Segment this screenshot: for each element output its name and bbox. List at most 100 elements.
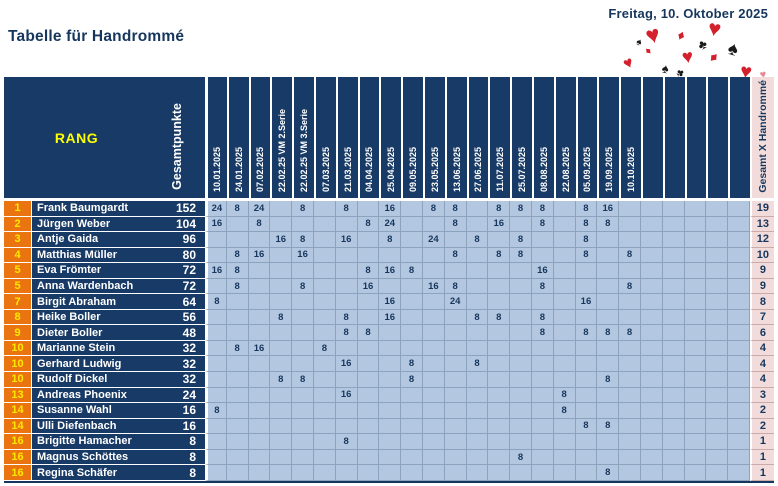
score-cell: 8 bbox=[531, 325, 554, 341]
score-cell bbox=[488, 263, 511, 279]
player-name-cell: Gerhard Ludwig bbox=[32, 356, 149, 373]
score-cell bbox=[597, 278, 620, 295]
score-cell bbox=[270, 263, 293, 279]
score-cell bbox=[357, 201, 380, 217]
score-cell bbox=[662, 201, 685, 217]
player-name-cell: Eva Frömter bbox=[32, 263, 149, 279]
score-cell: 8 bbox=[270, 309, 293, 326]
score-cell bbox=[597, 263, 620, 279]
score-cell bbox=[379, 356, 402, 373]
score-cell bbox=[488, 403, 511, 419]
score-cell bbox=[379, 403, 402, 419]
score-cell bbox=[313, 356, 336, 373]
score-cell bbox=[575, 465, 598, 481]
score-cell bbox=[684, 403, 707, 419]
score-cell bbox=[444, 418, 467, 435]
score-cell bbox=[662, 309, 685, 326]
score-cell bbox=[401, 387, 423, 404]
score-cell bbox=[662, 340, 685, 357]
score-cell bbox=[226, 294, 249, 310]
score-cell: 8 bbox=[292, 372, 314, 388]
score-cell bbox=[226, 372, 249, 388]
score-cell bbox=[488, 449, 511, 466]
score-cell bbox=[662, 356, 685, 373]
score-cell bbox=[662, 418, 685, 435]
score-cell bbox=[422, 263, 445, 279]
score-cell bbox=[226, 309, 249, 326]
date-column-label: 11.07.2025 bbox=[495, 147, 506, 192]
total-points-cell: 32 bbox=[149, 356, 205, 373]
score-cell bbox=[401, 232, 423, 248]
score-cell bbox=[292, 434, 314, 450]
score-cell bbox=[662, 372, 685, 388]
score-cell bbox=[640, 278, 663, 295]
rank-cell: 10 bbox=[4, 340, 32, 357]
score-cell: 8 bbox=[510, 201, 532, 217]
total-points-cell: 24 bbox=[149, 387, 205, 404]
score-cell bbox=[248, 418, 271, 435]
score-cell bbox=[401, 309, 423, 326]
date-column-label: 10.10.2025 bbox=[626, 146, 637, 192]
score-cell bbox=[706, 449, 729, 466]
score-cell: 8 bbox=[292, 278, 314, 295]
score-cell bbox=[313, 434, 336, 450]
score-cell bbox=[444, 449, 467, 466]
score-cell: 8 bbox=[292, 201, 314, 217]
score-cell bbox=[531, 465, 554, 481]
score-cell: 8 bbox=[597, 372, 620, 388]
score-cell bbox=[226, 434, 249, 450]
score-cell bbox=[357, 356, 380, 373]
score-cell bbox=[357, 247, 380, 264]
rank-cell: 1 bbox=[4, 201, 32, 217]
score-cell: 16 bbox=[270, 232, 293, 248]
player-name-cell: Matthias Müller bbox=[32, 247, 149, 264]
handromme-total-cell: 13 bbox=[749, 216, 774, 233]
date-column-header bbox=[706, 77, 729, 201]
score-cell: 16 bbox=[357, 278, 380, 295]
score-cell: 24 bbox=[379, 216, 402, 233]
score-cell bbox=[357, 403, 380, 419]
rank-cell: 9 bbox=[4, 325, 32, 341]
score-cell: 8 bbox=[510, 232, 532, 248]
score-cell bbox=[728, 387, 750, 404]
score-cell bbox=[422, 434, 445, 450]
score-cell: 8 bbox=[226, 263, 249, 279]
points-header-label: Gesamtpunkte bbox=[170, 103, 184, 190]
score-cell: 16 bbox=[575, 294, 598, 310]
score-cell bbox=[335, 278, 358, 295]
date-column-header: 11.07.2025 bbox=[488, 77, 511, 201]
score-cell bbox=[248, 294, 271, 310]
score-cell bbox=[728, 356, 750, 373]
rank-cell: 5 bbox=[4, 263, 32, 279]
score-cell: 16 bbox=[531, 263, 554, 279]
date-column-header: 10.01.2025 bbox=[205, 77, 227, 201]
score-cell bbox=[662, 325, 685, 341]
score-cell bbox=[205, 418, 227, 435]
score-cell: 16 bbox=[335, 387, 358, 404]
score-cell bbox=[226, 387, 249, 404]
player-name-cell: Dieter Boller bbox=[32, 325, 149, 341]
score-cell bbox=[292, 263, 314, 279]
score-cell bbox=[444, 372, 467, 388]
page-title: Tabelle für Handrommé bbox=[8, 28, 185, 45]
score-cell bbox=[466, 201, 489, 217]
rank-cell: 5 bbox=[4, 278, 32, 295]
table-header-left: RANG Gesamtpunkte bbox=[4, 77, 205, 201]
score-cell bbox=[510, 340, 532, 357]
score-cell: 8 bbox=[335, 434, 358, 450]
score-cell bbox=[706, 216, 729, 233]
score-cell bbox=[553, 263, 576, 279]
score-cell bbox=[575, 387, 598, 404]
rank-cell: 10 bbox=[4, 356, 32, 373]
score-cell bbox=[313, 294, 336, 310]
score-cell bbox=[728, 216, 750, 233]
score-cell bbox=[706, 294, 729, 310]
score-cell: 16 bbox=[292, 247, 314, 264]
score-cell bbox=[728, 263, 750, 279]
score-cell bbox=[226, 465, 249, 481]
player-name-cell: Rudolf Dickel bbox=[32, 372, 149, 388]
score-cell bbox=[444, 356, 467, 373]
score-cell bbox=[313, 403, 336, 419]
rank-cell: 13 bbox=[4, 387, 32, 404]
score-cell bbox=[640, 449, 663, 466]
